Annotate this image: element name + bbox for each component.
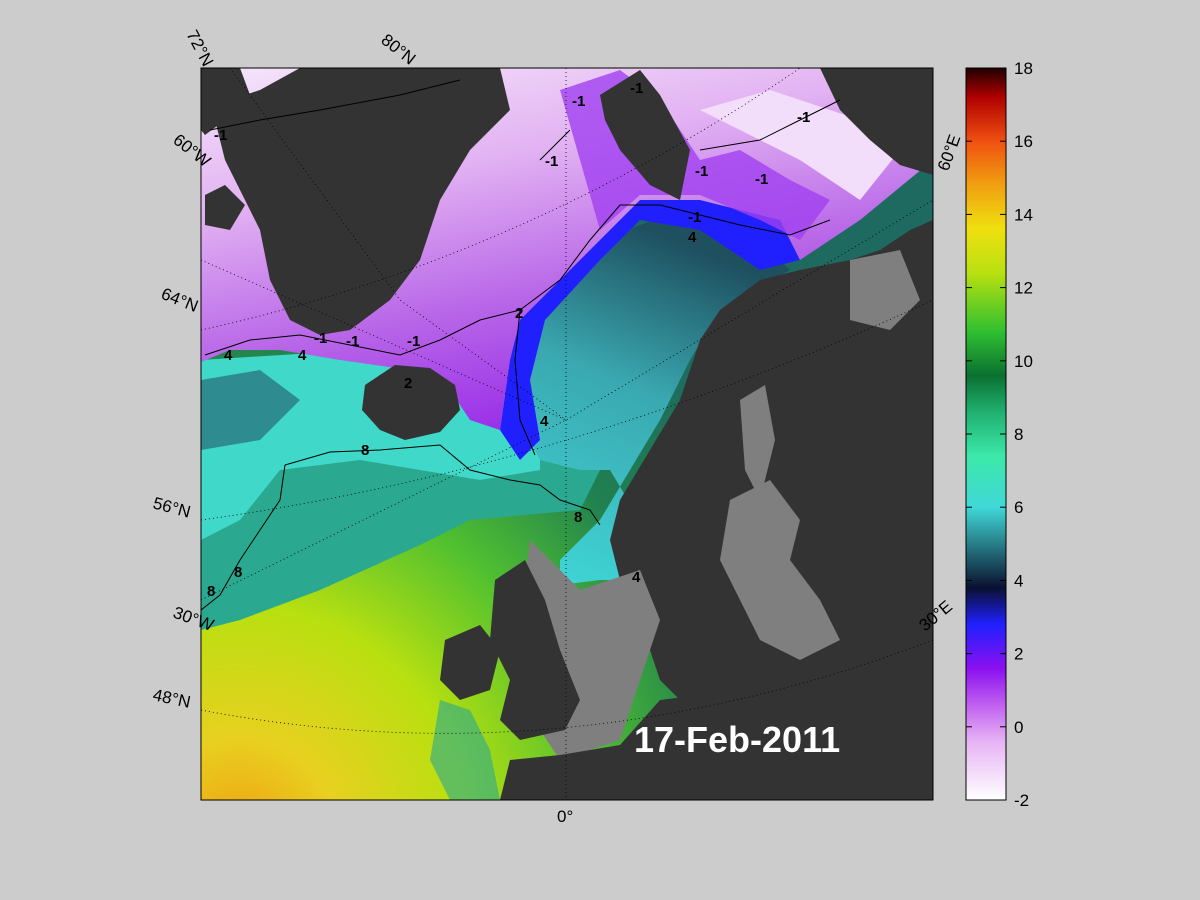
contour-label: -1 xyxy=(314,330,327,347)
contour-label: 4 xyxy=(540,413,549,430)
contour-label: -1 xyxy=(630,80,643,97)
lat-label-48n: 48°N xyxy=(151,685,192,711)
contour-label: 8 xyxy=(574,509,582,526)
landmass-britain xyxy=(490,560,580,740)
contour-label: -1 xyxy=(545,153,558,170)
contour-label: -1 xyxy=(572,93,585,110)
landmass-greenland xyxy=(215,68,510,335)
contour-label: 4 xyxy=(224,347,233,364)
contour-8 xyxy=(284,444,601,526)
landmass-europe xyxy=(500,690,760,800)
colorbar-tick-label: 18 xyxy=(1014,59,1033,78)
contour-label: 8 xyxy=(234,564,242,581)
contour-8-west xyxy=(201,464,286,611)
ocean-labrador-edge xyxy=(201,370,300,450)
contour-label: -1 xyxy=(797,109,810,126)
contour-label: -1 xyxy=(688,209,701,226)
lat-label-64n: 64°N xyxy=(159,284,201,316)
shelf-celtic-sea xyxy=(430,700,500,800)
landmass-novaya-zemlya xyxy=(820,68,933,175)
lat-label-72n: 72°N xyxy=(182,27,217,69)
contour-label: -1 xyxy=(755,171,768,188)
colorbar-tick-label: 2 xyxy=(1014,645,1023,664)
colorbar-tick-label: 8 xyxy=(1014,425,1023,444)
contour-label: -1 xyxy=(407,333,420,350)
colorbar-tick-label: 10 xyxy=(1014,352,1033,371)
graticule xyxy=(201,68,933,800)
date-label: 17-Feb-2011 xyxy=(634,719,840,760)
colorbar-scale xyxy=(966,68,1006,800)
contour-label: 2 xyxy=(515,305,523,322)
contour-labels: -1 -1 -1 -1 -1 -1 -1 -1 -1 -1 -1 2 2 4 4… xyxy=(207,80,810,600)
contour-4 xyxy=(514,309,536,456)
colorbar: 18 16 14 12 10 8 6 4 2 0 -2 xyxy=(965,59,1033,810)
shelf-gulf-bothnia xyxy=(740,385,775,500)
colorbar-ticks: 18 16 14 12 10 8 6 4 2 0 -2 xyxy=(966,59,1033,810)
landmass-canada xyxy=(205,185,245,230)
colorbar-tick-label: 6 xyxy=(1014,498,1023,517)
landmass-iceland xyxy=(362,365,460,440)
contour-label: 8 xyxy=(207,583,215,600)
landmass-baffin xyxy=(201,68,250,135)
contour-label: -1 xyxy=(214,127,227,144)
contour-2 xyxy=(204,204,831,356)
contour-label: 4 xyxy=(632,569,641,586)
landmass-ireland xyxy=(440,625,500,700)
colorbar-tick-label: 12 xyxy=(1014,279,1033,298)
contour-label: 4 xyxy=(298,347,307,364)
ocean-nordic-seas xyxy=(520,210,790,585)
map-frame xyxy=(200,67,934,801)
landmass-svalbard xyxy=(600,70,690,200)
contour-label: 4 xyxy=(688,229,697,246)
colorbar-tick-label: 16 xyxy=(1014,132,1033,151)
lon-label-60e: 60°E xyxy=(934,132,965,173)
contour-label: 8 xyxy=(361,442,369,459)
colorbar-tick-label: 14 xyxy=(1014,205,1033,224)
contour-label: -1 xyxy=(346,333,359,350)
colorbar-tick-label: 4 xyxy=(1014,571,1023,590)
lat-label-80n: 80°N xyxy=(378,30,420,68)
colorbar-tick-label: 0 xyxy=(1014,718,1023,737)
shelf-baltic xyxy=(720,480,840,660)
lat-label-56n: 56°N xyxy=(151,494,193,522)
shelf-white-sea xyxy=(850,250,920,330)
contour-label: 2 xyxy=(404,375,412,392)
contour-label: -1 xyxy=(695,163,708,180)
lon-label-0: 0° xyxy=(557,807,573,826)
contour-minus1 xyxy=(209,79,841,161)
colorbar-tick-label: -2 xyxy=(1014,791,1029,810)
map-panel xyxy=(201,68,933,800)
